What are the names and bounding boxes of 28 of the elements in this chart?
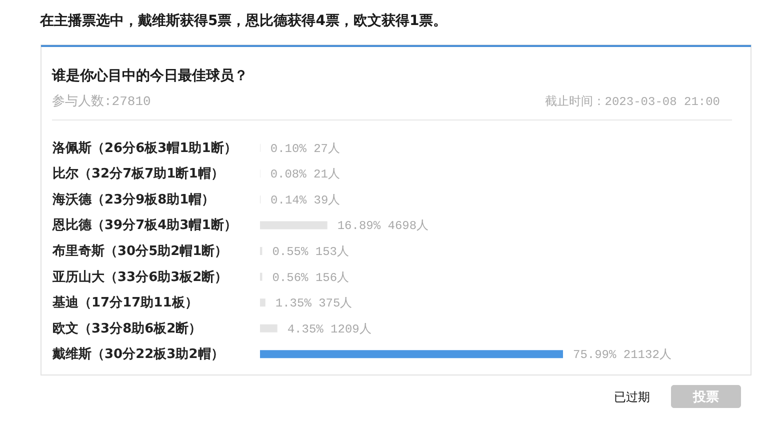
- chart-subtitle: 谁是你心目中的今日最佳球员？: [51, 67, 248, 84]
- data-label: 75.99% 21132人: [573, 348, 672, 362]
- bar: [260, 324, 278, 332]
- text: 参与人数:27810: [52, 94, 151, 109]
- y-tick-label: 海沃德（23分9板8助1帽）: [52, 192, 215, 208]
- data-label: 0.10% 27人: [270, 142, 340, 156]
- text: 投票: [692, 390, 719, 405]
- data-label: 4.35% 1209人: [287, 322, 372, 336]
- y-tick-label: 恩比德（39分7板4助3帽1断）: [52, 218, 237, 234]
- bar: [260, 221, 328, 230]
- data-label: 0.08% 21人: [270, 168, 340, 182]
- y-tick-label: 戴维斯（30分22板3助2帽）: [52, 346, 224, 362]
- data-label: 0.56% 156人: [272, 270, 350, 285]
- data-label: 1.35% 375人: [275, 296, 352, 311]
- y-tick-label: 欧文（33分8助6板2断）: [52, 320, 202, 336]
- data-label: 0.14% 39人: [270, 193, 340, 208]
- y-tick-label: 比尔（32分7板7助1断1帽）: [52, 166, 224, 182]
- y-tick-label: 洛佩斯（26分6板3帽1助1断）: [52, 140, 237, 156]
- text: 截止时间：2023-03-08 21:00: [544, 95, 720, 109]
- data-label: 0.55% 153人: [272, 245, 350, 259]
- bar: [260, 298, 266, 307]
- y-tick-label: 基迪（17分17助11板）: [52, 296, 198, 311]
- text: 已过期: [614, 390, 650, 404]
- y-tick-label: 布里奇斯（30分5助2帽1断）: [52, 244, 228, 259]
- y-tick-label: 亚历山大（33分6助3板2断）: [52, 270, 228, 285]
- data-label: 16.89% 4698人: [337, 219, 429, 234]
- bar: [260, 350, 563, 358]
- chart-title: 在主播票选中，戴维斯获得5票，恩比德获得4票，欧文获得1票。: [39, 12, 448, 29]
